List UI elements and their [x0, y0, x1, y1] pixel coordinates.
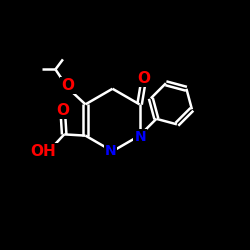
Text: OH: OH: [30, 144, 56, 159]
Text: N: N: [105, 144, 116, 158]
Text: O: O: [137, 70, 150, 86]
Text: N: N: [134, 130, 146, 144]
Text: O: O: [62, 78, 74, 93]
Text: O: O: [56, 103, 70, 118]
